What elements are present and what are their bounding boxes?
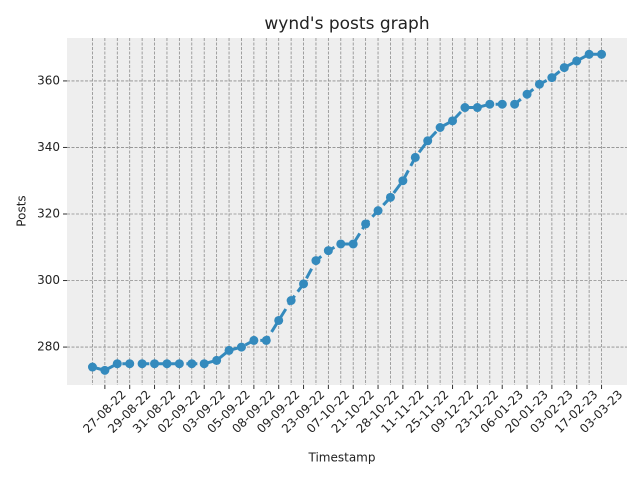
marker xyxy=(348,239,358,249)
marker xyxy=(125,359,135,369)
marker xyxy=(261,335,271,345)
marker xyxy=(249,335,259,345)
y-tick-label: 320 xyxy=(37,206,60,220)
y-tick-label: 360 xyxy=(37,73,60,87)
marker xyxy=(534,79,544,89)
marker xyxy=(398,176,408,186)
plot-area xyxy=(67,38,627,385)
marker xyxy=(410,152,420,162)
marker xyxy=(472,103,482,113)
marker xyxy=(187,359,197,369)
marker xyxy=(559,63,569,73)
marker xyxy=(373,206,383,216)
marker xyxy=(274,315,284,325)
marker xyxy=(510,99,520,109)
marker xyxy=(361,219,371,229)
marker xyxy=(485,99,495,109)
marker xyxy=(423,136,433,146)
marker xyxy=(286,295,296,305)
marker xyxy=(547,73,557,83)
marker xyxy=(323,246,333,256)
marker xyxy=(497,99,507,109)
marker xyxy=(311,256,321,266)
marker xyxy=(199,359,209,369)
y-tick-label: 300 xyxy=(37,273,60,287)
marker xyxy=(572,56,582,66)
marker xyxy=(460,103,470,113)
marker xyxy=(584,49,594,59)
marker xyxy=(174,359,184,369)
marker xyxy=(150,359,160,369)
x-axis-label: Timestamp xyxy=(308,451,376,465)
y-axis-label: Posts xyxy=(15,195,29,226)
marker xyxy=(100,365,110,375)
marker xyxy=(385,192,395,202)
marker xyxy=(522,89,532,99)
y-tick-label: 340 xyxy=(37,140,60,154)
marker xyxy=(299,279,309,289)
marker xyxy=(435,122,445,132)
y-tick-label: 280 xyxy=(37,340,60,354)
marker xyxy=(162,359,172,369)
marker xyxy=(87,362,97,372)
chart-title: wynd's posts graph xyxy=(264,14,429,34)
marker xyxy=(137,359,147,369)
marker xyxy=(224,345,234,355)
marker xyxy=(597,49,607,59)
marker xyxy=(448,116,458,126)
marker xyxy=(336,239,346,249)
marker xyxy=(212,355,222,365)
marker xyxy=(112,359,122,369)
marker xyxy=(236,342,246,352)
